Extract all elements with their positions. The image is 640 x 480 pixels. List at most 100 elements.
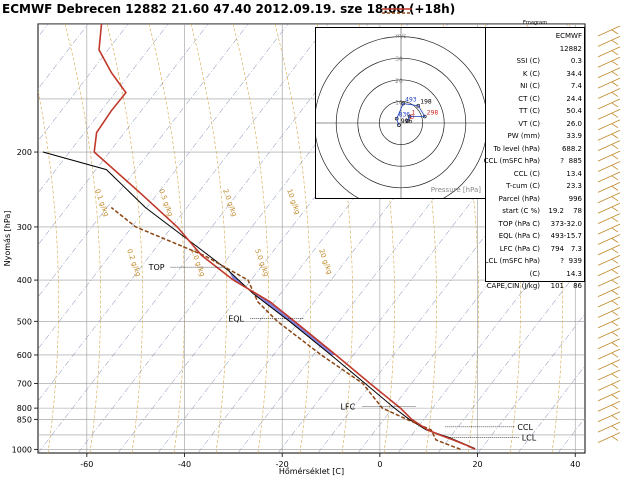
panel-row-label: CAPE,CIN (J/kg)	[486, 282, 540, 290]
wind-barb-flag	[611, 290, 619, 295]
hodograph-inset: 10 20 30 m/s Pressure [hPa] 996 836 493 198 298 1 D	[315, 27, 487, 199]
wind-barb-flag	[611, 331, 619, 337]
wind-barb	[597, 140, 621, 152]
panel-row-value: 24.4	[566, 94, 582, 103]
wind-barb	[597, 223, 621, 235]
wind-barb	[597, 150, 621, 162]
wind-barb	[597, 400, 621, 412]
adiabat-line	[477, 313, 585, 453]
wind-barb	[597, 192, 621, 204]
panel-row: ECMWF	[486, 31, 584, 41]
y-tick-label: 600	[17, 351, 32, 360]
level-label: TOP	[148, 263, 165, 272]
adiabat-line	[598, 24, 640, 453]
wind-barb-flag	[611, 144, 619, 150]
hodograph-point-label: 493	[405, 97, 417, 104]
wind-barb-flag	[611, 238, 619, 243]
wind-barb	[597, 161, 621, 172]
panel-row-value: 19.2	[548, 207, 564, 215]
hodograph-ring-label: 10	[395, 99, 403, 106]
panel-row-value-2: 885	[568, 157, 582, 165]
wind-barb-flag	[611, 113, 619, 118]
hodograph-point-label: 198	[420, 99, 432, 106]
panel-row-label: TOP (hPa C)	[498, 219, 540, 228]
wind-barb-flag	[611, 352, 619, 358]
panel-row-value: 34.4	[566, 69, 582, 78]
panel-row-value: 12882	[559, 44, 582, 53]
wind-barb-flag	[611, 154, 619, 160]
y-tick-label: 400	[17, 276, 32, 285]
parcel-curve	[42, 151, 476, 450]
panel-row-label: VT (C)	[518, 119, 540, 128]
panel-row-value: 493	[550, 232, 564, 240]
wind-barb-flag	[611, 384, 619, 389]
panel-row-value-2: 939	[568, 257, 582, 265]
wind-barb-flag	[611, 50, 619, 56]
wind-barb	[597, 202, 621, 214]
panel-row: LCL (mSFC hPa)? 939	[485, 256, 584, 266]
wind-barb-flag	[611, 394, 619, 400]
mixing-ratio-line	[358, 24, 395, 453]
wind-barb	[597, 182, 621, 193]
hodograph-ring-label: 30	[395, 56, 403, 63]
panel-row: EQL (hPa C) 493 -15.7	[486, 231, 584, 241]
wind-barb	[597, 109, 621, 120]
panel-row-value-2: 86	[573, 282, 582, 290]
wind-barb	[597, 88, 621, 99]
dewpoint-curve	[110, 206, 461, 451]
mixing-ratio-line	[64, 24, 101, 453]
adiabat-line	[38, 24, 329, 402]
wind-barb-flag	[611, 373, 619, 379]
hodograph-pressure-label: Pressure [hPa]	[431, 186, 481, 194]
panel-row-label: EQL (hPa C)	[498, 232, 540, 240]
wind-barb	[597, 213, 621, 225]
mixing-ratio-line	[148, 24, 185, 453]
panel-row-label: PW (mm)	[507, 132, 540, 140]
wind-barb	[597, 244, 621, 256]
panel-row-value: 13.4	[566, 169, 582, 178]
panel-row-value: 0.3	[570, 57, 582, 65]
panel-row-value: 33.9	[566, 132, 582, 140]
y-axis-label: Nyomás [hPa]	[3, 211, 12, 267]
panel-heading: Emagram	[522, 20, 548, 26]
panel-row-value: 14.3	[566, 269, 582, 278]
wind-barb	[597, 296, 621, 308]
wind-barb-flag	[611, 248, 619, 254]
hodograph-point-label: 836	[399, 112, 411, 119]
y-tick-label: 300	[17, 223, 32, 232]
x-tick-label: 20	[472, 460, 482, 469]
panel-row-value-2: 78	[573, 207, 582, 215]
adiabat-line	[357, 157, 585, 453]
wind-barb-flag	[611, 217, 619, 222]
panel-row-value: 373	[550, 219, 564, 228]
panel-row-value-2: -32.0	[563, 219, 582, 228]
y-tick-label: 500	[17, 317, 32, 326]
panel-row-value-2: -15.7	[563, 232, 582, 240]
adiabat-line	[38, 24, 249, 298]
panel-row-label: LFC (hPa C)	[499, 244, 540, 253]
wind-barb-flag	[611, 311, 619, 316]
mixing-ratio-line	[190, 24, 227, 453]
x-tick-label: 40	[570, 460, 580, 469]
wind-barb	[597, 254, 621, 266]
panel-row-value: ?	[560, 157, 564, 165]
adiabat-line	[38, 24, 169, 194]
panel-row-label: To level (hPa)	[493, 144, 540, 153]
y-tick-label: 850	[17, 415, 32, 424]
panel-row-value: 7.4	[570, 82, 582, 90]
wind-barb	[597, 36, 621, 47]
adiabat-line	[517, 365, 585, 453]
panel-row-label: T-cum (C)	[506, 182, 540, 190]
wind-barb-flag	[611, 436, 619, 441]
panel-row: PW (mm) 33.9	[486, 131, 584, 141]
wind-barb	[597, 234, 621, 245]
wind-barb-flag	[611, 321, 619, 327]
panel-row: start (C %) 19.2 78	[486, 206, 584, 216]
wind-barb	[597, 359, 621, 370]
mixing-ratio-line	[442, 24, 479, 453]
panel-row-value: 996	[568, 194, 582, 203]
adiabat-line	[437, 261, 585, 453]
wind-barb-flag	[611, 92, 619, 97]
wind-barb	[597, 317, 621, 329]
